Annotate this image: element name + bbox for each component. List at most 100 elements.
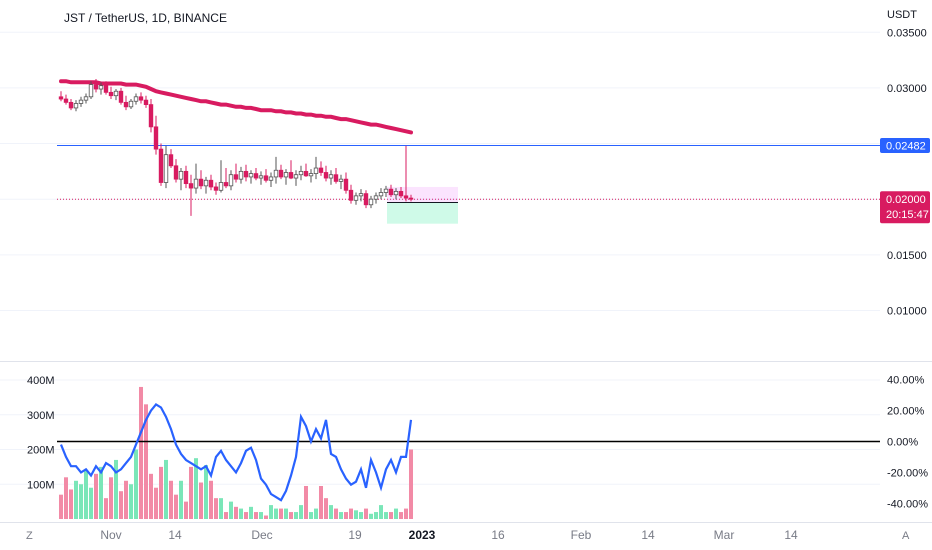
volume-bar: [374, 512, 378, 519]
profit-zone[interactable]: [387, 186, 458, 203]
candle-body: [118, 90, 124, 103]
volume-bar: [254, 512, 258, 519]
candle-body: [253, 173, 259, 179]
time-tick-label: Mar: [714, 528, 735, 542]
volume-bar: [399, 512, 403, 519]
candle-body: [308, 173, 314, 177]
candle: [213, 182, 219, 195]
auto-scale-icon[interactable]: A: [902, 530, 910, 542]
volume-bar: [354, 510, 358, 519]
candle-body: [83, 96, 89, 101]
stop-zone[interactable]: [387, 202, 458, 224]
volume-bar: [259, 512, 263, 519]
position-box[interactable]: [387, 186, 458, 224]
candle-body: [393, 191, 399, 196]
candle: [218, 160, 224, 193]
candle: [243, 164, 249, 182]
candle: [318, 161, 324, 176]
percent-tick-label: 40.00%: [887, 375, 925, 387]
candle-body: [318, 167, 324, 173]
candle-body: [323, 172, 329, 179]
candle-body: [343, 178, 349, 191]
candle-body: [303, 170, 309, 177]
volume-bar: [174, 494, 178, 519]
candle-body: [398, 191, 404, 197]
volume-bar: [379, 505, 383, 519]
volume-bar: [99, 466, 103, 519]
candle-body: [103, 85, 109, 93]
volume-bar: [219, 498, 223, 519]
time-tick-label: Nov: [100, 528, 121, 542]
candle-body: [78, 99, 84, 104]
volume-bar: [64, 477, 68, 519]
candle: [298, 165, 304, 181]
candle: [183, 165, 189, 189]
candle: [373, 192, 379, 204]
candle-body: [163, 154, 169, 183]
candle: [303, 163, 309, 177]
volume-bar: [269, 505, 273, 519]
volume-bar: [119, 491, 123, 519]
timezone-icon[interactable]: Z: [26, 530, 33, 542]
volume-bar: [139, 386, 143, 519]
volume-bar: [199, 482, 203, 519]
current-price-text: 0.02000: [886, 194, 926, 206]
volume-bar: [364, 508, 368, 519]
candle-body: [98, 85, 104, 90]
chart-title: JST / TetherUS, 1D, BINANCE: [64, 11, 227, 25]
volume-bar: [299, 505, 303, 519]
candle: [208, 174, 214, 191]
candle-body: [133, 96, 139, 102]
candle: [388, 184, 394, 197]
candle: [313, 156, 319, 180]
candle: [323, 165, 329, 182]
candle: [108, 86, 114, 100]
candle-body: [283, 172, 289, 178]
candle: [128, 99, 134, 110]
candle-body: [378, 192, 384, 197]
volume-bar: [404, 508, 408, 519]
countdown-text: 20:15:47: [886, 209, 929, 221]
candle: [168, 149, 174, 169]
candle: [118, 87, 124, 105]
volume-bar: [409, 449, 413, 519]
candle-body: [193, 178, 199, 189]
candle-body: [138, 96, 144, 101]
candle-body: [373, 195, 379, 200]
volume-bar: [239, 508, 243, 519]
candle-body: [148, 104, 154, 128]
candle: [68, 99, 74, 111]
candle: [383, 185, 389, 197]
percent-tick-label: 0.00%: [887, 437, 918, 449]
volume-bar: [74, 480, 78, 519]
candle: [73, 100, 79, 112]
candle-body: [63, 98, 69, 103]
candle-body: [243, 170, 249, 178]
candle-body: [408, 197, 414, 200]
volume-bar: [89, 487, 93, 519]
candle: [268, 172, 274, 187]
volume-bar: [284, 508, 288, 519]
candle-body: [348, 189, 354, 201]
candle-body: [363, 193, 369, 206]
candle: [178, 168, 184, 191]
candle-body: [358, 193, 364, 197]
volume-bar: [384, 512, 388, 519]
price-tick-label: 0.01500: [887, 250, 927, 262]
volume-bar: [134, 449, 138, 519]
candle: [393, 188, 399, 200]
candle: [403, 145, 409, 202]
candle: [228, 170, 234, 191]
candle: [133, 93, 139, 105]
time-tick-label: 14: [168, 528, 182, 542]
volume-bar: [229, 501, 233, 519]
candle-body: [338, 178, 344, 182]
current-price-label: 0.02000 20:15:47: [880, 191, 930, 224]
candle-body: [268, 176, 274, 181]
volume-tick-label: 400M: [27, 375, 55, 387]
percent-tick-label: 20.00%: [887, 406, 925, 418]
candle: [363, 190, 369, 209]
candle: [288, 160, 294, 180]
oscillator-line: [59, 402, 413, 502]
